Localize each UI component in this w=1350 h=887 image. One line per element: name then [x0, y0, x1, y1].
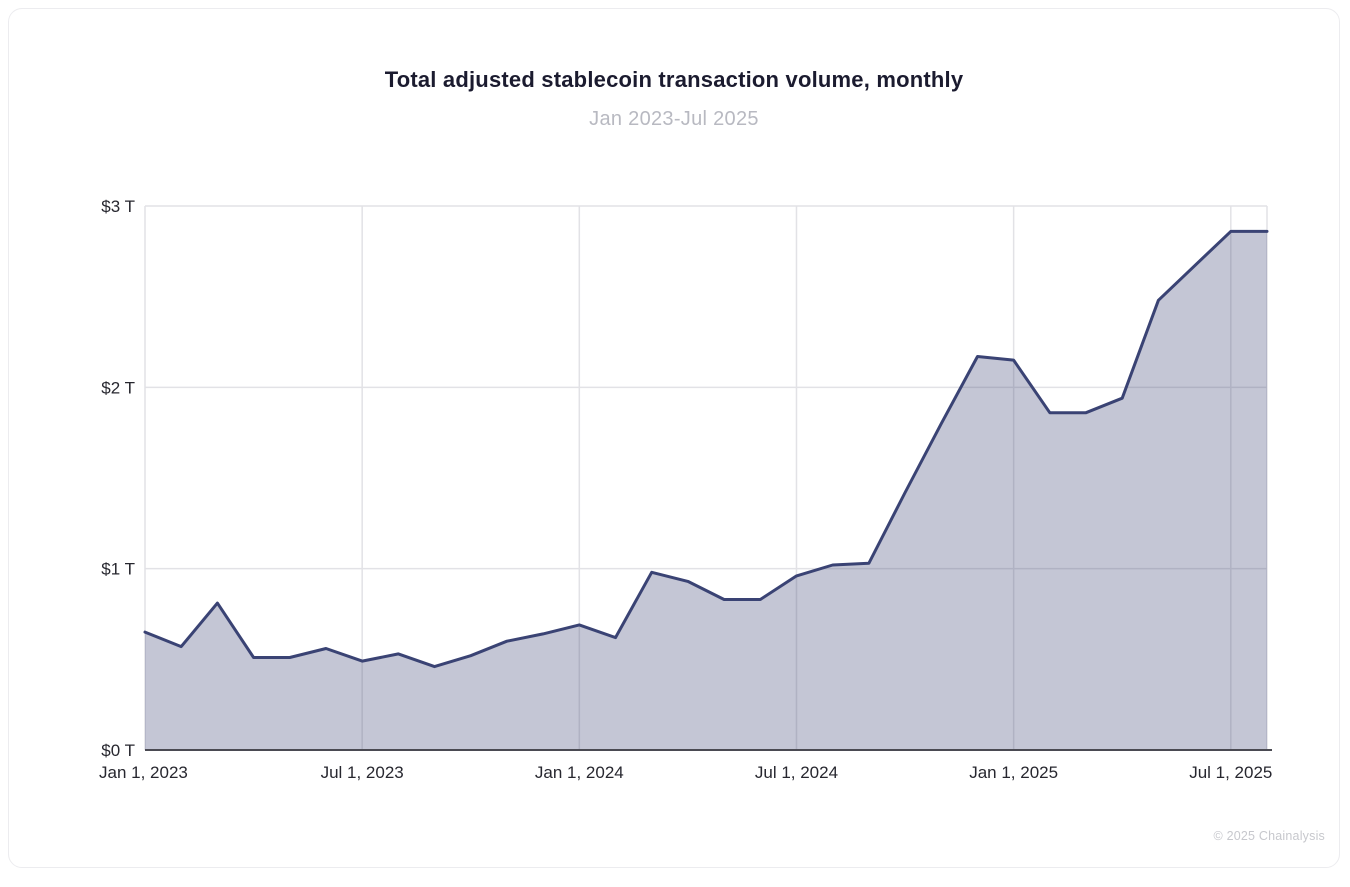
- chart-title: Total adjusted stablecoin transaction vo…: [384, 67, 964, 92]
- x-tick-label: Jul 1, 2024: [755, 763, 838, 782]
- chart-subtitle: Jan 2023-Jul 2025: [589, 108, 759, 130]
- y-tick-label: $1 T: [101, 560, 135, 579]
- x-tick-label: Jul 1, 2025: [1189, 763, 1272, 782]
- y-tick-label: $0 T: [101, 741, 135, 760]
- x-tick-label: Jan 1, 2024: [535, 763, 624, 782]
- tick-labels-layer: $0 T $1 T $2 T $3 T Jan 1, 2023 Jul 1, 2023 Ja…: [99, 197, 1272, 782]
- volume-line-series: [143, 229, 1269, 669]
- y-tick-label: $2 T: [101, 378, 135, 397]
- gridlines-layer: [144, 205, 1268, 750]
- x-tick-label: Jan 1, 2025: [969, 763, 1058, 782]
- y-tick-label: $3 T: [101, 197, 135, 216]
- x-tick-label: Jul 1, 2023: [321, 763, 404, 782]
- volume-area-fill: [145, 231, 1267, 750]
- x-tick-label: Jan 1, 2023: [99, 763, 188, 782]
- area-series-layer: [143, 229, 1269, 750]
- chart-card: Total adjusted stablecoin transaction vo…: [8, 8, 1340, 868]
- chart-svg: $0 T $1 T $2 T $3 T Jan 1, 2023 Jul 1, 2023 Ja…: [99, 197, 1272, 782]
- copyright-credit: © 2025 Chainalysis: [1213, 829, 1325, 843]
